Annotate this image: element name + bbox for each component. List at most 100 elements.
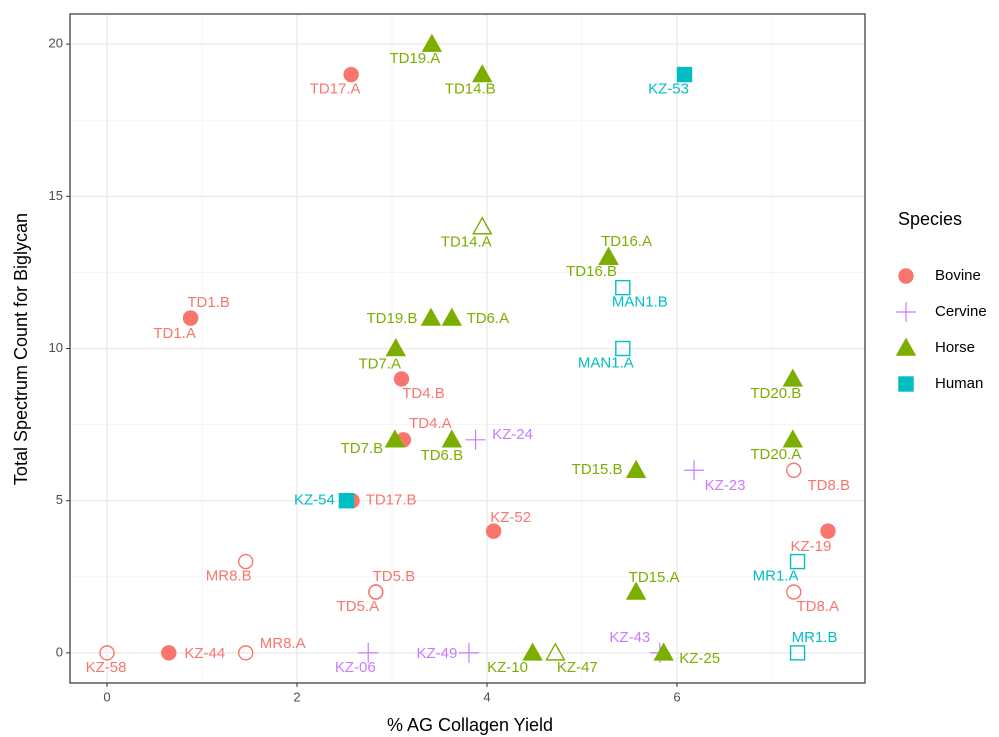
point: [384, 429, 406, 448]
point-label: KZ-23: [705, 477, 746, 494]
legend-label: Cervine: [935, 303, 987, 320]
point-label: TD6.A: [467, 310, 510, 327]
point: [385, 338, 406, 357]
point: [820, 523, 836, 539]
point: [522, 642, 543, 661]
point-label: TD5.B: [373, 568, 416, 585]
y-tick-label: 15: [49, 188, 63, 203]
y-tick-label: 5: [56, 492, 63, 507]
legend-key: [896, 302, 916, 322]
point-label: TD16.A: [601, 233, 652, 250]
point: [472, 216, 493, 235]
point: [676, 66, 693, 83]
point: [653, 642, 674, 661]
point: [338, 492, 355, 509]
point-label: KZ-24: [492, 426, 533, 443]
point-label: KZ-19: [791, 538, 832, 555]
point-label: TD16.B: [566, 263, 617, 280]
point-label: MR8.A: [260, 635, 306, 652]
point-label: MR1.B: [792, 629, 838, 646]
point: [472, 64, 493, 83]
point-label: KZ-43: [609, 629, 650, 646]
point-label: MR1.A: [753, 568, 799, 585]
point: [458, 642, 479, 663]
point: [368, 584, 384, 600]
point-label: TD8.A: [797, 598, 840, 615]
legend-label: Horse: [935, 339, 975, 356]
point-label: KZ-54: [294, 492, 335, 509]
point: [786, 462, 802, 478]
point: [421, 33, 443, 52]
legend-label: Human: [935, 375, 983, 392]
point: [782, 368, 804, 387]
point-label: KZ-06: [335, 659, 376, 676]
y-tick-label: 0: [56, 644, 63, 659]
grid: [70, 14, 865, 683]
point: [358, 642, 379, 663]
legend: Bovine Cervine Horse Human: [895, 267, 987, 392]
point: [789, 553, 806, 570]
point-label: KZ-53: [648, 81, 689, 98]
point: [615, 279, 631, 296]
x-tick-label: 6: [673, 689, 680, 704]
legend-label: Bovine: [935, 267, 981, 284]
point-label: KZ-10: [487, 659, 528, 676]
point-label: TD7.A: [359, 355, 402, 372]
point: [545, 642, 566, 661]
point: [786, 584, 802, 600]
legend-key: [895, 337, 917, 356]
point: [441, 307, 463, 326]
point: [485, 523, 502, 539]
y-tick-label: 20: [49, 36, 63, 51]
point-label: KZ-25: [679, 650, 720, 667]
point-label: TD7.B: [341, 440, 384, 457]
point-label: KZ-58: [86, 659, 127, 676]
x-tick-label: 4: [483, 689, 490, 704]
point-label: TD17.B: [366, 492, 417, 509]
point-label: MR8.B: [206, 568, 252, 585]
point: [465, 429, 486, 450]
point-label: KZ-47: [557, 659, 598, 676]
point-label: TD19.A: [389, 50, 440, 67]
point: [238, 645, 254, 661]
point-label: TD17.A: [310, 81, 361, 98]
x-axis-title: % AG Collagen Yield: [387, 715, 553, 735]
legend-title: Species: [898, 209, 962, 229]
point: [789, 645, 806, 661]
point: [182, 310, 199, 326]
point: [782, 429, 804, 448]
point-label: TD8.B: [808, 477, 851, 494]
point: [615, 340, 631, 357]
point-label: TD1.A: [153, 325, 196, 342]
point-label: TD6.B: [421, 447, 464, 464]
point-label: TD20.A: [750, 446, 801, 463]
point-label: TD4.B: [402, 385, 445, 402]
point-label: KZ-52: [490, 509, 531, 526]
point-label: TD4.A: [409, 415, 452, 432]
point-label: TD15.A: [629, 569, 680, 586]
point-label: TD19.B: [367, 310, 418, 327]
point-label: MAN1.B: [612, 294, 668, 311]
point: [343, 66, 359, 83]
legend-key: [898, 268, 914, 284]
legend-key: [898, 376, 914, 392]
point-label: MAN1.A: [578, 354, 634, 371]
points: TD17.A TD1.A TD1.B TD4.B TD4.A TD17.B KZ-52 MR8…: [86, 33, 851, 676]
point: [441, 429, 463, 448]
point-label: KZ-49: [416, 645, 457, 662]
y-axis-title: Total Spectrum Count for Biglycan: [11, 213, 31, 485]
point-label: TD14.B: [445, 81, 496, 98]
point: [161, 645, 177, 661]
point-label: TD20.B: [750, 385, 801, 402]
point: [99, 645, 115, 661]
x-tick-label: 2: [293, 689, 300, 704]
point: [238, 553, 254, 570]
point: [598, 246, 619, 265]
point: [420, 307, 442, 326]
point: [625, 459, 647, 478]
point: [684, 460, 705, 481]
point-label: KZ-44: [184, 645, 225, 662]
point-label: TD15.B: [572, 461, 623, 478]
point-label: TD5.A: [337, 598, 380, 615]
